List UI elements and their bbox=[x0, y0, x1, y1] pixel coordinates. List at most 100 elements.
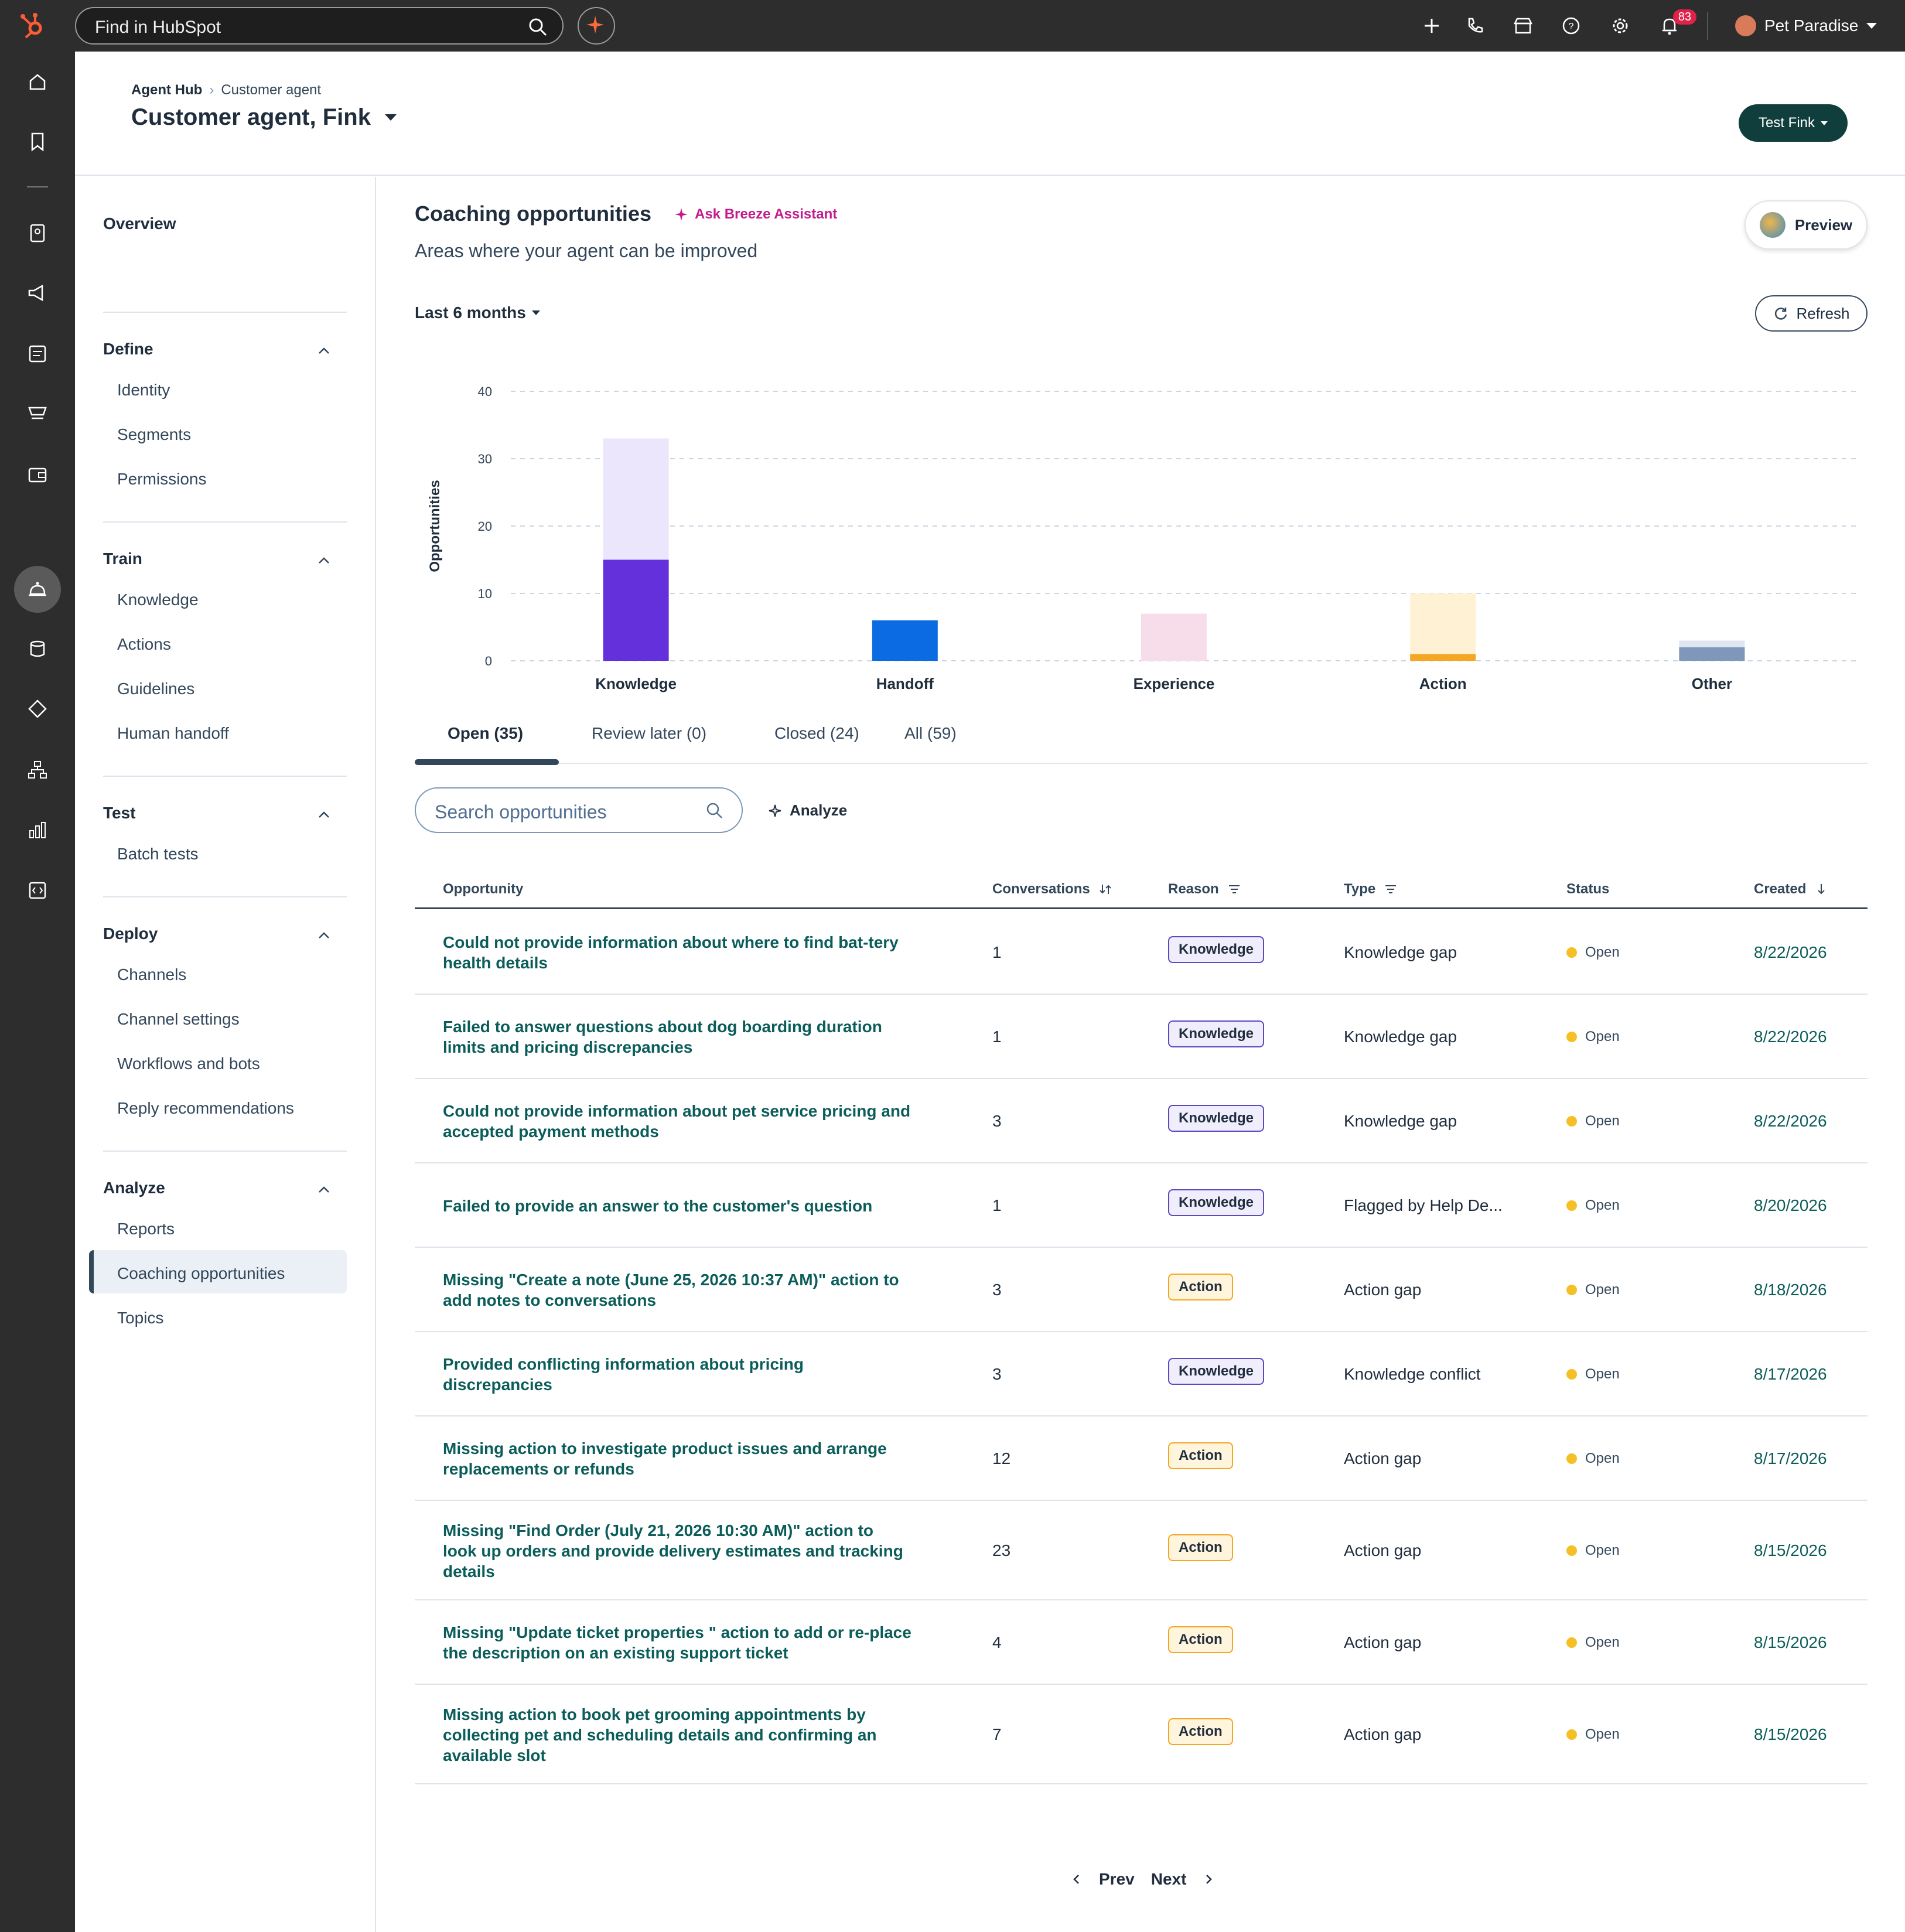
sidebar-item-workflows-and-bots[interactable]: Workflows and bots bbox=[117, 1054, 260, 1073]
status-indicator: Open bbox=[1566, 1366, 1620, 1383]
page-title[interactable]: Customer agent, Fink bbox=[131, 104, 397, 131]
tab-all[interactable]: All (59) bbox=[904, 724, 957, 742]
next-page-button[interactable]: Next bbox=[1150, 1870, 1187, 1888]
global-search-input[interactable]: Find in HubSpot bbox=[75, 7, 564, 45]
chevron-right-icon[interactable] bbox=[1203, 1873, 1214, 1885]
chevron-left-icon[interactable] bbox=[1071, 1873, 1083, 1885]
sidebar-item-identity[interactable]: Identity bbox=[117, 381, 170, 399]
notifications-bell-icon[interactable] bbox=[1659, 15, 1680, 36]
contacts-icon[interactable] bbox=[26, 221, 49, 245]
col-header-opportunity[interactable]: Opportunity bbox=[443, 881, 523, 897]
phone-icon[interactable] bbox=[1464, 15, 1486, 36]
created-date: 8/22/2026 bbox=[1754, 943, 1827, 961]
opportunity-link[interactable]: Missing action to book pet grooming appo… bbox=[443, 1705, 877, 1764]
wallet-icon[interactable] bbox=[26, 463, 49, 486]
search-icon bbox=[706, 803, 722, 818]
tab-review-later[interactable]: Review later (0) bbox=[592, 724, 707, 742]
commerce-icon[interactable] bbox=[26, 402, 49, 425]
opportunity-link[interactable]: Missing "Create a note (June 25, 2026 10… bbox=[443, 1271, 899, 1309]
sidebar-item-permissions[interactable]: Permissions bbox=[117, 470, 207, 488]
database-icon[interactable] bbox=[26, 637, 49, 661]
opportunity-link[interactable]: Failed to answer questions about dog boa… bbox=[443, 1018, 882, 1056]
table-row[interactable]: Missing "Create a note (June 25, 2026 10… bbox=[415, 1248, 1868, 1332]
sidebar-item-reply-recommendations[interactable]: Reply recommendations bbox=[117, 1099, 294, 1117]
opportunity-link[interactable]: Missing "Find Order (July 21, 2026 10:30… bbox=[443, 1521, 903, 1581]
col-header-label: Conversations bbox=[992, 881, 1090, 897]
sidebar-group-deploy[interactable]: Deploy bbox=[103, 924, 347, 943]
sidebar-group-analyze[interactable]: Analyze bbox=[103, 1179, 347, 1197]
date-range-dropdown[interactable]: Last 6 months bbox=[415, 303, 540, 322]
sidebar-item-channel-settings[interactable]: Channel settings bbox=[117, 1010, 240, 1028]
created-date: 8/15/2026 bbox=[1754, 1541, 1827, 1559]
agent-bell-icon[interactable] bbox=[26, 578, 49, 601]
sidebar-group-train[interactable]: Train bbox=[103, 549, 347, 568]
sidebar-item-batch-tests[interactable]: Batch tests bbox=[117, 845, 199, 863]
automation-icon[interactable] bbox=[26, 697, 49, 721]
tab-open[interactable]: Open (35) bbox=[448, 724, 524, 742]
bookmark-icon[interactable] bbox=[26, 130, 49, 153]
table-row[interactable]: Could not provide information about pet … bbox=[415, 1079, 1868, 1163]
table-header: Opportunity Conversations Reason Type St… bbox=[415, 868, 1868, 909]
table-row[interactable]: Missing action to book pet grooming appo… bbox=[415, 1685, 1868, 1784]
main-canvas: Agent Hub › Customer agent Customer agen… bbox=[75, 52, 1905, 1932]
sidebar-item-channels[interactable]: Channels bbox=[117, 965, 187, 984]
home-icon[interactable] bbox=[26, 70, 49, 94]
opportunity-link[interactable]: Provided conflicting information about p… bbox=[443, 1355, 804, 1394]
reporting-bar-chart-icon[interactable] bbox=[26, 819, 49, 842]
x-tick-label: Action bbox=[1419, 675, 1467, 692]
table-row[interactable]: Failed to provide an answer to the custo… bbox=[415, 1163, 1868, 1248]
content-icon[interactable] bbox=[26, 342, 49, 366]
ask-breeze-assistant-link[interactable]: Ask Breeze Assistant bbox=[674, 206, 837, 223]
tab-closed[interactable]: Closed (24) bbox=[774, 724, 859, 742]
col-header-type[interactable]: Type bbox=[1344, 881, 1398, 897]
table-row[interactable]: Provided conflicting information about p… bbox=[415, 1332, 1868, 1416]
table-row[interactable]: Could not provide information about wher… bbox=[415, 910, 1868, 995]
sidebar-group-test[interactable]: Test bbox=[103, 804, 347, 822]
analyze-button[interactable]: Analyze bbox=[767, 801, 847, 820]
plus-icon[interactable] bbox=[1421, 15, 1442, 36]
sidebar-item-segments[interactable]: Segments bbox=[117, 425, 192, 443]
table-row[interactable]: Missing "Update ticket properties " acti… bbox=[415, 1600, 1868, 1685]
sidebar-item-coaching-opportunities[interactable]: Coaching opportunities bbox=[117, 1264, 285, 1282]
created-date: 8/15/2026 bbox=[1754, 1633, 1827, 1651]
hubspot-logo-icon[interactable] bbox=[18, 11, 48, 41]
pagination: Prev Next bbox=[1071, 1870, 1214, 1889]
sidebar-item-actions[interactable]: Actions bbox=[117, 635, 171, 653]
prev-page-button[interactable]: Prev bbox=[1099, 1870, 1135, 1888]
sidebar-item-topics[interactable]: Topics bbox=[117, 1309, 164, 1327]
preview-button[interactable]: Preview bbox=[1744, 200, 1868, 250]
developer-code-icon[interactable] bbox=[26, 879, 49, 902]
table-row[interactable]: Missing "Find Order (July 21, 2026 10:30… bbox=[415, 1501, 1868, 1600]
opportunity-link[interactable]: Could not provide information about pet … bbox=[443, 1102, 911, 1141]
marketing-megaphone-icon[interactable] bbox=[26, 281, 49, 305]
refresh-button[interactable]: Refresh bbox=[1755, 295, 1868, 332]
table-row[interactable]: Failed to answer questions about dog boa… bbox=[415, 995, 1868, 1079]
test-agent-button[interactable]: Test Fink bbox=[1739, 104, 1848, 142]
col-header-reason[interactable]: Reason bbox=[1168, 881, 1241, 897]
opportunity-link[interactable]: Could not provide information about wher… bbox=[443, 933, 899, 972]
sidebar-item-overview[interactable]: Overview bbox=[103, 214, 176, 233]
status-label: Open bbox=[1585, 1282, 1620, 1298]
sidebar-item-reports[interactable]: Reports bbox=[117, 1220, 175, 1238]
breeze-copilot-button[interactable] bbox=[578, 7, 615, 45]
col-header-created[interactable]: Created bbox=[1754, 881, 1828, 897]
sidebar-group-define[interactable]: Define bbox=[103, 340, 347, 359]
account-menu[interactable]: Pet Paradise bbox=[1735, 13, 1877, 39]
table-row[interactable]: Missing action to investigate product is… bbox=[415, 1416, 1868, 1501]
opportunity-link[interactable]: Missing "Update ticket properties " acti… bbox=[443, 1623, 911, 1662]
opportunity-link[interactable]: Missing action to investigate product is… bbox=[443, 1439, 887, 1478]
help-icon[interactable]: ? bbox=[1561, 15, 1582, 36]
breadcrumb-root-link[interactable]: Agent Hub bbox=[131, 82, 203, 98]
search-opportunities-input[interactable]: Search opportunities bbox=[415, 787, 743, 833]
sidebar-item-guidelines[interactable]: Guidelines bbox=[117, 680, 195, 698]
status-label: Open bbox=[1585, 944, 1620, 960]
org-chart-icon[interactable] bbox=[26, 758, 49, 781]
marketplace-icon[interactable] bbox=[1513, 15, 1534, 36]
opportunity-type: Action gap bbox=[1344, 1281, 1422, 1299]
col-header-conversations[interactable]: Conversations bbox=[992, 881, 1112, 897]
col-header-status[interactable]: Status bbox=[1566, 881, 1609, 897]
settings-gear-icon[interactable] bbox=[1610, 15, 1631, 36]
opportunity-link[interactable]: Failed to provide an answer to the custo… bbox=[443, 1197, 873, 1215]
sidebar-item-human-handoff[interactable]: Human handoff bbox=[117, 724, 229, 742]
sidebar-item-knowledge[interactable]: Knowledge bbox=[117, 590, 199, 609]
